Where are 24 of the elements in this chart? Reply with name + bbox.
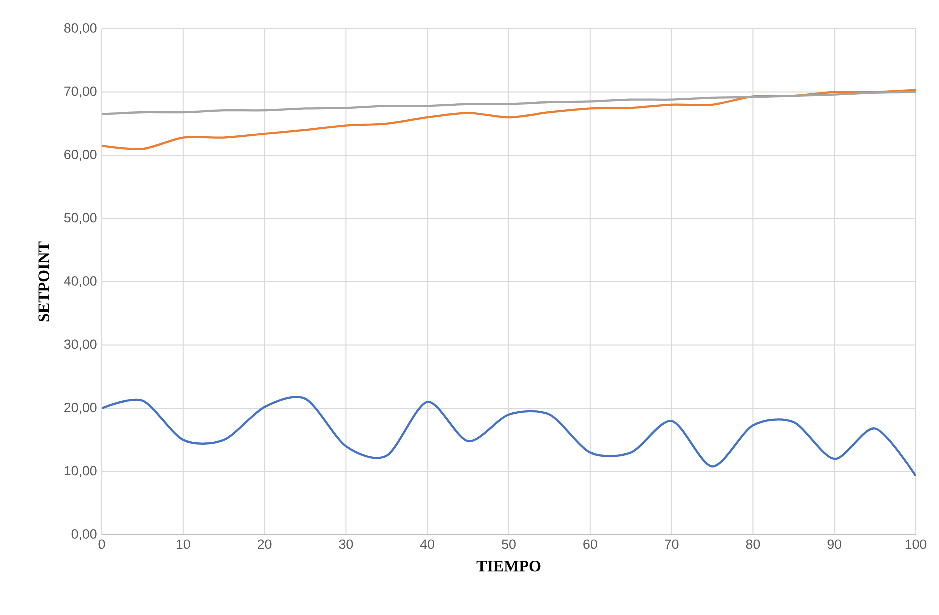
x-tick-label: 0: [98, 540, 106, 550]
x-tick-label: 60: [584, 540, 598, 550]
y-axis-title: SETPOINT: [38, 242, 50, 322]
y-tick-label: 40,00: [64, 276, 97, 288]
x-tick-label: 70: [665, 540, 679, 550]
x-tick-label: 20: [258, 540, 272, 550]
x-tick-label: 10: [177, 540, 190, 550]
y-tick-label: 20,00: [64, 403, 97, 414]
x-tick-label: 90: [828, 540, 842, 550]
line-series: [102, 91, 916, 116]
x-tick-label: 100: [906, 540, 927, 550]
x-tick-label: 80: [746, 540, 760, 550]
line-series: [102, 89, 916, 150]
y-tick-label: 0,00: [72, 529, 97, 541]
x-tick-label: 30: [339, 540, 354, 550]
y-tick-label: 80,00: [64, 24, 97, 35]
y-tick-label: 70,00: [64, 86, 97, 98]
y-tick-label: 50,00: [64, 213, 97, 224]
y-tick-label: 10,00: [64, 466, 97, 478]
x-tick-label: 50: [502, 540, 516, 550]
y-tick-label: 60,00: [64, 150, 97, 162]
x-axis-title: TIEMPO: [476, 560, 541, 572]
y-tick-label: 30,00: [64, 340, 97, 351]
x-tick-label: 40: [420, 540, 435, 550]
